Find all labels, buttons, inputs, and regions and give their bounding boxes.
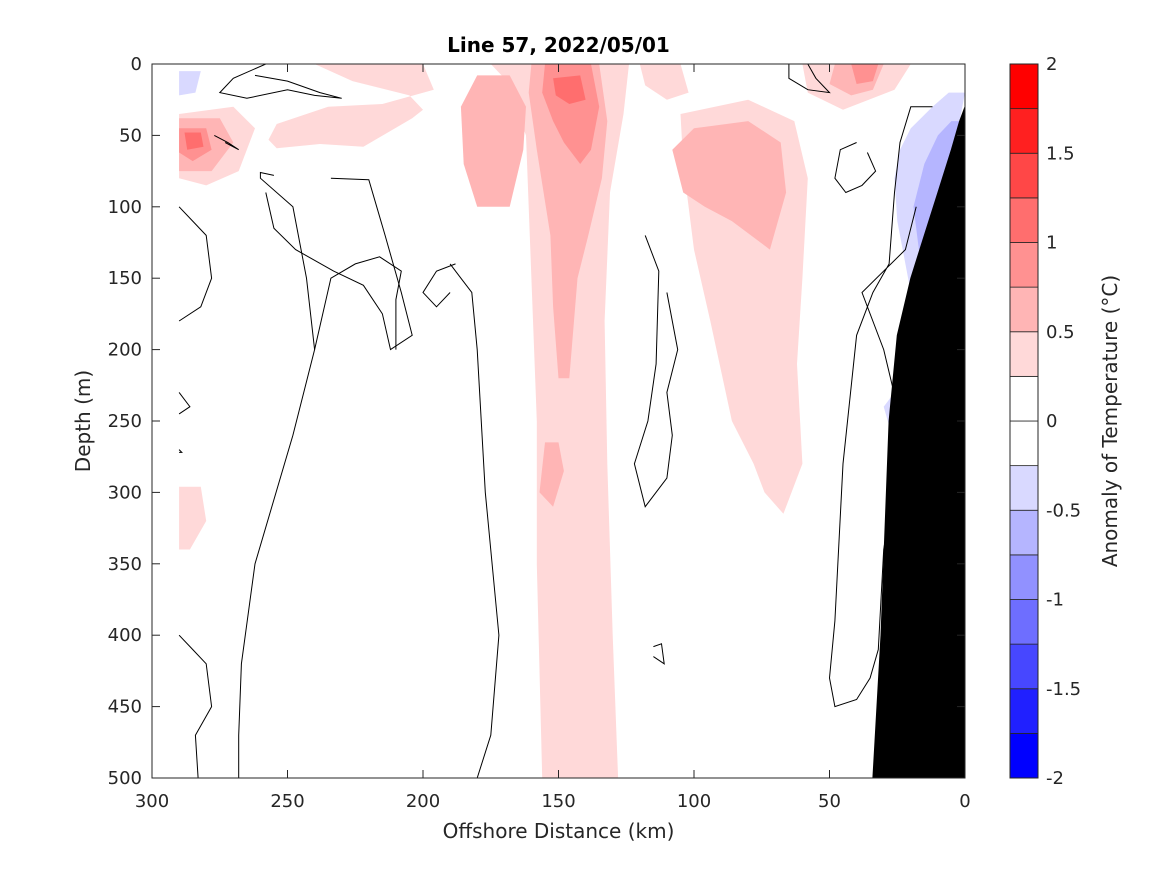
- colorbar-tick-label: 1: [1046, 233, 1057, 254]
- y-tick-label: 500: [108, 768, 142, 789]
- colorbar-ticks: -2 -1.5 -1 -0.5 0 0.5 1 1.5 2: [1046, 54, 1081, 789]
- zero-contour-11: [828, 106, 933, 708]
- zero-contour-2: [214, 134, 239, 151]
- zero-contour-10: [834, 142, 877, 194]
- colorbar-tick-label: -2: [1046, 768, 1064, 789]
- x-tick-label: 50: [818, 791, 841, 812]
- zero-contour-9: [653, 643, 665, 665]
- zero-contour-14: [178, 634, 213, 778]
- colorbar-cell: [1009, 688, 1039, 734]
- colorbar: -2 -1.5 -1 -0.5 0 0.5 1 1.5 2: [1009, 54, 1081, 789]
- colorbar-cell: [1009, 599, 1039, 645]
- colorbar-tick-label: 2: [1046, 54, 1057, 75]
- bathymetry-shelf: [872, 106, 965, 778]
- zero-contour-12: [178, 392, 191, 415]
- contour-region-warm-max-285km: [184, 132, 204, 150]
- colorbar-cell: [1009, 509, 1039, 556]
- colorbar-tick-label: 0.5: [1046, 322, 1075, 343]
- y-tick-label: 400: [108, 625, 142, 646]
- colorbar-cell: [1009, 63, 1039, 110]
- colorbar-tick-label: 0: [1046, 411, 1057, 432]
- y-tick-label: 50: [119, 125, 142, 146]
- y-tick-label: 450: [108, 697, 142, 718]
- colorbar-cell: [1009, 554, 1039, 600]
- colorbar-tick-label: -1.5: [1046, 679, 1081, 700]
- y-tick-label: 100: [108, 197, 142, 218]
- colorbar-cell: [1009, 465, 1039, 511]
- zero-contour-0: [178, 206, 213, 322]
- contour-region-warm-surface-110km: [639, 64, 689, 100]
- y-tick-label: 200: [108, 340, 142, 361]
- contour-region-warm-core-165km: [460, 75, 526, 207]
- contour-region-warm-core-deep-152km: [539, 442, 564, 507]
- colorbar-cell: [1009, 152, 1039, 199]
- x-tick-label: 100: [677, 791, 711, 812]
- colorbar-cell: [1009, 420, 1039, 467]
- colorbar-cell: [1009, 286, 1039, 333]
- contour-region-warm-max-150km: [553, 75, 586, 104]
- zero-contour-4: [265, 177, 413, 351]
- colorbar-cells: [1009, 63, 1039, 779]
- y-axis-label: Depth (m): [71, 370, 95, 472]
- x-axis-ticks: 300 250 200 150 100 50 0: [135, 64, 971, 812]
- colorbar-label: Anomaly of Temperature (°C): [1098, 275, 1122, 567]
- y-tick-label: 350: [108, 554, 142, 575]
- y-tick-label: 300: [108, 482, 142, 503]
- colorbar-cell: [1009, 242, 1039, 288]
- chart-title: Line 57, 2022/05/01: [447, 33, 670, 57]
- colorbar-cell: [1009, 643, 1039, 690]
- zero-contour-6: [449, 263, 500, 778]
- colorbar-frame: [1009, 63, 1039, 779]
- contour-region-warm-deep-290km: [179, 486, 207, 550]
- contour-region-warm-core-80km: [672, 121, 787, 250]
- colorbar-tick-label: -0.5: [1046, 500, 1081, 521]
- y-tick-label: 250: [108, 411, 142, 432]
- plot-area: 300 250 200 150 100 50 0 050100150200250300350…: [108, 54, 971, 812]
- colorbar-cell: [1009, 331, 1039, 377]
- y-axis-ticks: 0 50 100 150 200 250 300 350 400 450 500: [108, 54, 965, 789]
- x-axis-label: Offshore Distance (km): [443, 819, 675, 843]
- contour-region-warm-offshore-band: [268, 64, 434, 149]
- colorbar-cell: [1009, 108, 1039, 154]
- colorbar-cell: [1009, 732, 1039, 779]
- zero-contour-7: [422, 263, 456, 308]
- x-tick-label: 150: [541, 791, 575, 812]
- y-tick-label: 0: [131, 54, 142, 75]
- x-tick-label: 0: [959, 791, 970, 812]
- zero-contour-lines: [178, 64, 933, 778]
- contour-region-warm-core2-surface-35km: [851, 64, 879, 84]
- zero-contour-1: [218, 64, 342, 99]
- colorbar-cell: [1009, 375, 1039, 422]
- contour-region-cool-offshore-290km: [179, 71, 201, 96]
- bathymetry: [872, 106, 965, 778]
- colorbar-tick-label: -1: [1046, 590, 1064, 611]
- y-tick-label: 150: [108, 268, 142, 289]
- zero-contour-13: [178, 449, 183, 453]
- zero-contour-8: [633, 235, 679, 508]
- x-tick-label: 250: [270, 791, 304, 812]
- x-tick-label: 200: [406, 791, 440, 812]
- colorbar-cell: [1009, 197, 1039, 243]
- x-tick-label: 300: [135, 791, 169, 812]
- zero-contour-15: [788, 64, 831, 94]
- zero-contour-5: [314, 256, 402, 350]
- colorbar-tick-label: 1.5: [1046, 143, 1075, 164]
